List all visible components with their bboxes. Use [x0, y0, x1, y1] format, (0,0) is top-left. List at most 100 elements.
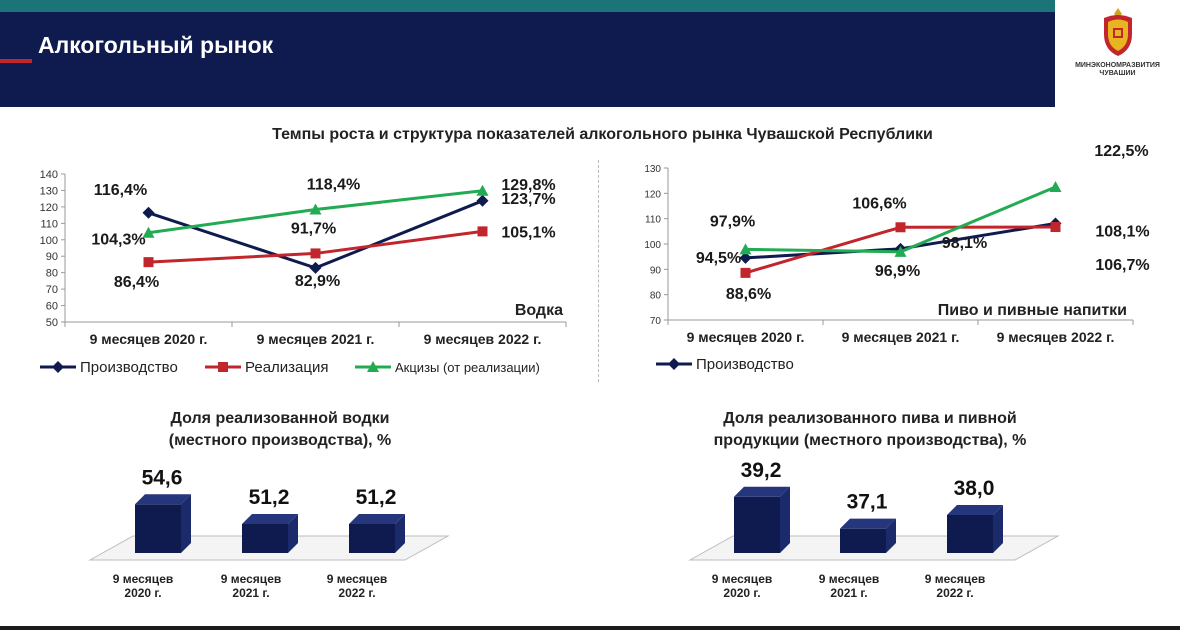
bar-value-label: 37,1: [847, 491, 888, 514]
bar-category-label: 9 месяцев: [221, 572, 282, 586]
top-accent-strip: [0, 0, 1055, 12]
data-point: [142, 226, 155, 238]
bar: [734, 496, 780, 553]
legend-label: Производство: [696, 356, 794, 373]
x-tick-label: 9 месяцев 2021 г.: [257, 331, 375, 347]
bar-top: [135, 494, 191, 505]
vodka-share-title-line2: (местного производства), %: [168, 432, 392, 449]
data-label: 97,9%: [710, 213, 755, 230]
data-label: 98,1%: [942, 235, 987, 252]
data-point: [309, 261, 322, 274]
bar: [242, 524, 288, 553]
y-tick-label: 70: [46, 284, 58, 296]
data-point: [895, 222, 906, 233]
header-bar: Алкогольный рынок: [0, 12, 1055, 107]
emblem-icon: [1104, 8, 1132, 56]
legend-label: Реализация: [245, 359, 328, 376]
bar-value-label: 39,2: [741, 459, 782, 482]
data-label: 118,4%: [307, 177, 360, 194]
bar-category-label: 9 месяцев: [712, 572, 773, 586]
beer-share-title: Доля реализованного пива и пивной продук…: [660, 408, 1080, 452]
data-label: 106,7%: [1095, 257, 1149, 274]
y-tick-label: 140: [40, 169, 58, 181]
bar-category-label: 9 месяцев: [819, 572, 880, 586]
bar: [840, 528, 886, 553]
legend-marker: [367, 361, 379, 372]
data-point: [739, 251, 752, 264]
y-tick-label: 50: [46, 317, 58, 329]
chart-title: Водка: [515, 302, 563, 319]
bar-category-label: 9 месяцев: [113, 572, 174, 586]
data-point: [309, 203, 322, 215]
data-point: [310, 248, 321, 259]
y-tick-label: 90: [650, 265, 662, 276]
main-title: Темпы роста и структура показателей алко…: [272, 126, 933, 143]
logo-caption: МИНЭКОНОМРАЗВИТИЯ ЧУВАШИИ: [1055, 62, 1180, 78]
data-point: [476, 184, 489, 196]
logo-text-line1: МИНЭКОНОМРАЗВИТИЯ: [1075, 62, 1160, 69]
data-point: [1049, 181, 1062, 192]
bar-side: [395, 514, 405, 553]
y-tick-label: 110: [645, 215, 661, 226]
bar-category-label: 2021 г.: [232, 586, 269, 600]
page-title: Алкогольный рынок: [38, 32, 274, 58]
data-point: [740, 267, 751, 278]
data-point: [142, 206, 155, 219]
y-tick-label: 70: [650, 316, 662, 327]
y-tick-label: 90: [46, 251, 58, 263]
legend-label: Акцизы (от реализации): [395, 360, 540, 375]
y-tick-label: 100: [40, 235, 58, 247]
bar-side: [780, 486, 790, 553]
vodka-share-title-line1: Доля реализованной водки: [170, 410, 390, 427]
bar-category-label: 2022 г.: [338, 586, 375, 600]
data-label: 129,8%: [501, 177, 555, 194]
data-label: 96,9%: [875, 263, 920, 280]
bar: [947, 515, 993, 553]
y-tick-label: 60: [46, 301, 58, 313]
bar-top: [734, 486, 790, 497]
y-tick-label: 100: [644, 240, 661, 251]
data-label: 108,1%: [1095, 223, 1149, 240]
bar-category-label: 2020 г.: [124, 586, 161, 600]
data-point: [894, 245, 907, 257]
data-label: 105,1%: [501, 224, 555, 241]
chart-title: Пиво и пивные напитки: [938, 302, 1127, 319]
logo-text-line2: ЧУВАШИИ: [1099, 70, 1136, 77]
x-tick-label: 9 месяцев 2021 г.: [842, 329, 960, 345]
beer-share-title-line1: Доля реализованного пива и пивной: [723, 410, 1017, 427]
data-label: 86,4%: [114, 274, 159, 291]
data-label: 94,5%: [696, 250, 741, 267]
bar-value-label: 54,6: [142, 466, 183, 489]
y-tick-label: 120: [40, 202, 58, 214]
x-tick-label: 9 месяцев 2022 г.: [997, 329, 1115, 345]
section-divider: [598, 160, 599, 382]
data-label: 123,7%: [501, 191, 555, 208]
bar-top: [947, 505, 1003, 515]
vodka-share-title: Доля реализованной водки (местного произ…: [110, 408, 450, 452]
beer-share-title-line2: продукции (местного производства), %: [713, 432, 1027, 449]
data-point: [143, 257, 154, 268]
bar-category-label: 9 месяцев: [925, 572, 986, 586]
legend-label: Производство: [80, 359, 178, 376]
bar-category-label: 2020 г.: [723, 586, 760, 600]
y-tick-label: 80: [650, 291, 662, 302]
data-label: 91,7%: [291, 220, 336, 237]
y-tick-label: 110: [40, 218, 58, 230]
y-tick-label: 130: [644, 164, 661, 175]
bar-category-label: 9 месяцев: [327, 572, 388, 586]
bar: [349, 524, 395, 553]
bar-side: [886, 518, 896, 553]
data-point: [739, 243, 752, 255]
y-tick-label: 80: [46, 268, 58, 280]
bar-side: [288, 514, 298, 553]
y-tick-label: 130: [40, 185, 58, 197]
data-point: [477, 226, 488, 237]
bar-value-label: 51,2: [356, 486, 397, 509]
header-accent-line: [0, 59, 32, 63]
data-label: 106,6%: [852, 195, 906, 212]
legend-marker: [52, 361, 64, 373]
